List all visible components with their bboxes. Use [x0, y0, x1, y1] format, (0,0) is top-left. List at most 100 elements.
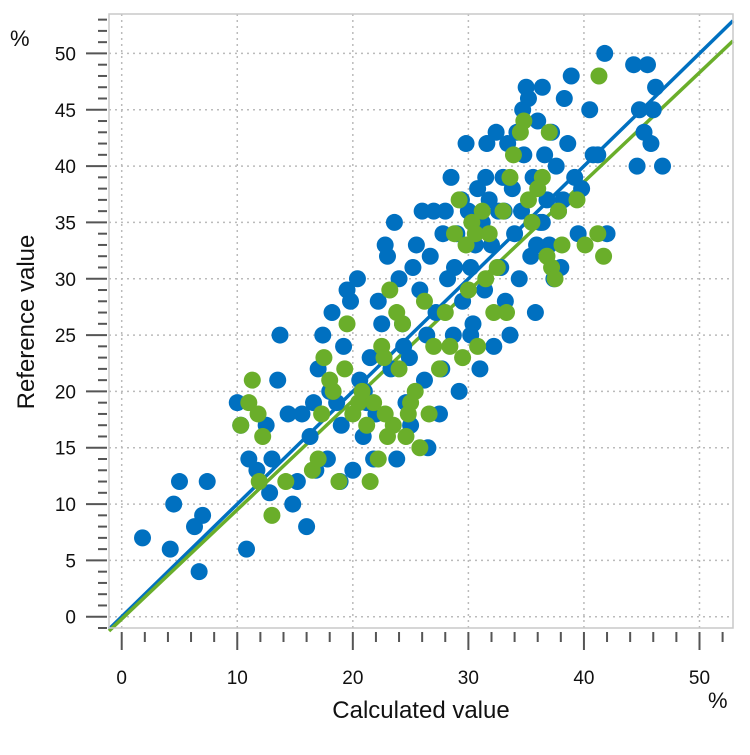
data-point	[442, 168, 460, 186]
x-tick-label: 20	[342, 668, 363, 689]
data-point	[394, 315, 412, 333]
data-point	[369, 292, 387, 310]
y-tick-label: 45	[55, 101, 76, 122]
data-points	[134, 44, 672, 581]
data-point	[446, 225, 464, 243]
data-point	[301, 427, 319, 445]
data-point	[540, 123, 558, 141]
data-point	[590, 67, 608, 85]
data-point	[550, 202, 568, 220]
data-point	[369, 450, 387, 468]
data-point	[457, 135, 475, 153]
data-point	[415, 371, 433, 389]
data-point	[480, 225, 498, 243]
data-point	[263, 450, 281, 468]
data-point	[170, 473, 188, 491]
x-tick-label: 30	[458, 668, 479, 689]
data-point	[504, 146, 522, 164]
y-tick-label: 50	[55, 44, 76, 65]
data-point	[462, 258, 480, 276]
data-point	[314, 326, 332, 344]
data-point	[628, 157, 646, 175]
data-point	[425, 337, 443, 355]
data-point	[469, 337, 487, 355]
data-point	[361, 349, 379, 367]
data-point	[576, 236, 594, 254]
data-point	[315, 349, 333, 367]
data-point	[271, 326, 289, 344]
y-tick-label: 30	[55, 270, 76, 291]
data-point	[526, 304, 544, 322]
data-point	[284, 495, 302, 513]
data-point	[421, 247, 439, 265]
data-point	[390, 270, 408, 288]
data-point	[471, 360, 489, 378]
data-point	[293, 405, 311, 423]
data-point	[589, 146, 607, 164]
data-point	[249, 405, 267, 423]
data-point	[165, 495, 183, 513]
data-point	[436, 304, 454, 322]
data-point	[190, 563, 208, 581]
data-point	[198, 473, 216, 491]
data-point	[378, 247, 396, 265]
data-point	[330, 473, 348, 491]
data-point	[589, 225, 607, 243]
data-point	[596, 44, 614, 62]
data-point	[399, 405, 417, 423]
data-point	[342, 292, 360, 310]
regression-line	[107, 19, 735, 631]
data-point	[523, 213, 541, 231]
y-tick-label: 40	[55, 157, 76, 178]
data-point	[407, 236, 425, 254]
data-point	[538, 191, 556, 209]
data-point	[344, 461, 362, 479]
data-point	[441, 337, 459, 355]
data-point	[450, 191, 468, 209]
data-point	[533, 168, 551, 186]
data-point	[404, 258, 422, 276]
data-point	[466, 225, 484, 243]
data-point	[277, 473, 295, 491]
data-point	[269, 371, 287, 389]
data-point	[529, 112, 547, 130]
data-point	[506, 225, 524, 243]
y-tick-label: 5	[65, 551, 76, 572]
y-tick-label: 10	[55, 495, 76, 516]
data-point	[263, 506, 281, 524]
data-point	[630, 101, 648, 119]
data-point	[240, 394, 258, 412]
data-point	[446, 258, 464, 276]
data-point	[395, 337, 413, 355]
x-axis-label: Calculated value	[332, 697, 509, 724]
y-tick-label: 35	[55, 213, 76, 234]
data-point	[485, 337, 503, 355]
data-point	[397, 427, 415, 445]
data-point	[406, 382, 424, 400]
data-point	[232, 416, 250, 434]
data-point	[647, 78, 665, 96]
x-tick-label: 10	[227, 668, 248, 689]
data-point	[519, 191, 537, 209]
data-point	[250, 473, 268, 491]
data-point	[546, 270, 564, 288]
data-point	[430, 360, 448, 378]
data-point	[644, 101, 662, 119]
x-tick-label: 40	[573, 668, 594, 689]
data-point	[477, 270, 495, 288]
data-point	[336, 360, 354, 378]
data-point	[562, 67, 580, 85]
data-point	[411, 439, 429, 457]
data-point	[510, 270, 528, 288]
data-point	[298, 518, 316, 536]
y-tick-label: 25	[55, 326, 76, 347]
data-point	[358, 416, 376, 434]
data-point	[309, 450, 327, 468]
data-point	[161, 540, 179, 558]
data-point	[332, 416, 350, 434]
data-point	[559, 135, 577, 153]
data-point	[547, 157, 565, 175]
data-point	[378, 427, 396, 445]
data-point	[568, 191, 586, 209]
